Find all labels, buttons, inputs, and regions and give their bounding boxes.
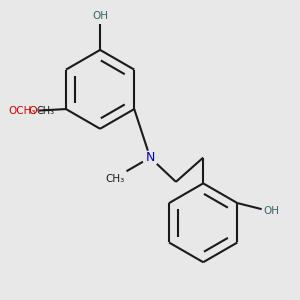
Text: O: O [28, 106, 37, 116]
Text: OH: OH [263, 206, 279, 216]
Text: OH: OH [92, 11, 108, 21]
Text: OCH₃: OCH₃ [8, 106, 36, 116]
Text: CH₃: CH₃ [106, 174, 125, 184]
Text: CH₃: CH₃ [37, 106, 55, 116]
Text: N: N [146, 151, 155, 164]
